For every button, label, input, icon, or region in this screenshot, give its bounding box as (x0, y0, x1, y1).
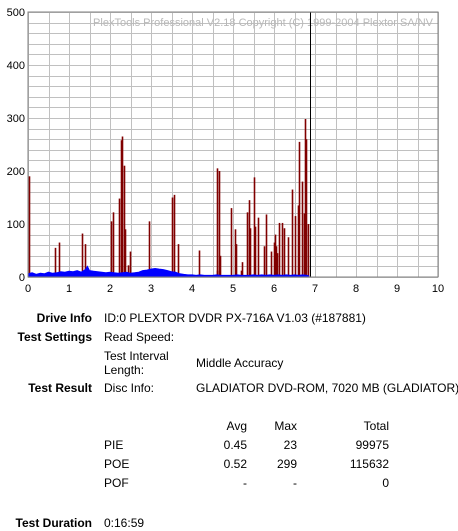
test-result-label: Test Result (28, 381, 92, 395)
test-duration-value: 0:16:59 (104, 516, 145, 530)
x-tick-label: 1 (66, 283, 72, 295)
x-axis-ticks: 0 1 2 3 4 5 6 7 8 9 10 (25, 283, 444, 295)
column-header-total: Total (363, 419, 389, 433)
y-tick-label: 100 (7, 219, 25, 231)
x-tick-label: 4 (189, 283, 195, 295)
disc-info-label: Disc Info: (104, 381, 155, 395)
x-tick-label: 10 (432, 283, 444, 295)
y-tick-label: 300 (7, 113, 25, 125)
x-tick-label: 8 (353, 283, 359, 295)
interval-label-line1: Test Interval (104, 349, 169, 363)
x-tick-label: 6 (271, 283, 277, 295)
y-tick-label: 200 (7, 166, 25, 178)
row-total: 0 (382, 476, 389, 490)
pie-series (27, 265, 310, 278)
row-avg: 0.52 (223, 457, 247, 471)
y-tick-label: 0 (19, 272, 25, 284)
chart-area: PlexTools Professional V2.18 Copyright (… (7, 7, 444, 295)
x-tick-label: 3 (148, 283, 154, 295)
disc-info-value: GLADIATOR DVD-ROM, 7020 MB (GLADIATOR) (196, 381, 458, 395)
row-name: POE (104, 457, 130, 471)
drive-info-value: ID:0 PLEXTOR DVDR PX-716A V1.03 (#187881… (104, 311, 366, 325)
column-header-avg: Avg (226, 419, 247, 433)
row-max: - (293, 476, 297, 490)
watermark-text: PlexTools Professional V2.18 Copyright (… (93, 17, 434, 29)
drive-info-label: Drive Info (36, 311, 92, 325)
interval-value: Middle Accuracy (196, 356, 284, 370)
row-total: 99975 (355, 438, 389, 452)
row-max: 299 (276, 457, 297, 471)
y-tick-label: 400 (7, 60, 25, 72)
test-duration-label: Test Duration (15, 516, 92, 530)
x-tick-label: 2 (107, 283, 113, 295)
row-avg: 0.45 (223, 438, 247, 452)
x-tick-label: 5 (230, 283, 236, 295)
interval-label-line2: Length: (104, 363, 145, 377)
error-chart: PlexTools Professional V2.18 Copyright (… (7, 7, 444, 295)
y-axis-ticks: 0 100 200 300 400 500 (7, 7, 25, 284)
x-tick-label: 9 (394, 283, 400, 295)
test-settings-label: Test Settings (17, 330, 92, 344)
row-total: 115632 (349, 457, 389, 471)
pie-area (27, 265, 310, 278)
row-name: POF (104, 476, 129, 490)
plot-frame (27, 11, 439, 278)
column-header-max: Max (274, 419, 297, 433)
read-speed-label: Read Speed: (104, 330, 175, 344)
row-name: PIE (104, 438, 124, 452)
y-tick-label: 500 (7, 7, 25, 19)
grid (28, 12, 439, 278)
row-max: 23 (283, 438, 297, 452)
poe-series (28, 119, 310, 277)
row-avg: - (243, 476, 247, 490)
x-tick-label: 7 (312, 283, 318, 295)
x-tick-label: 0 (25, 283, 31, 295)
